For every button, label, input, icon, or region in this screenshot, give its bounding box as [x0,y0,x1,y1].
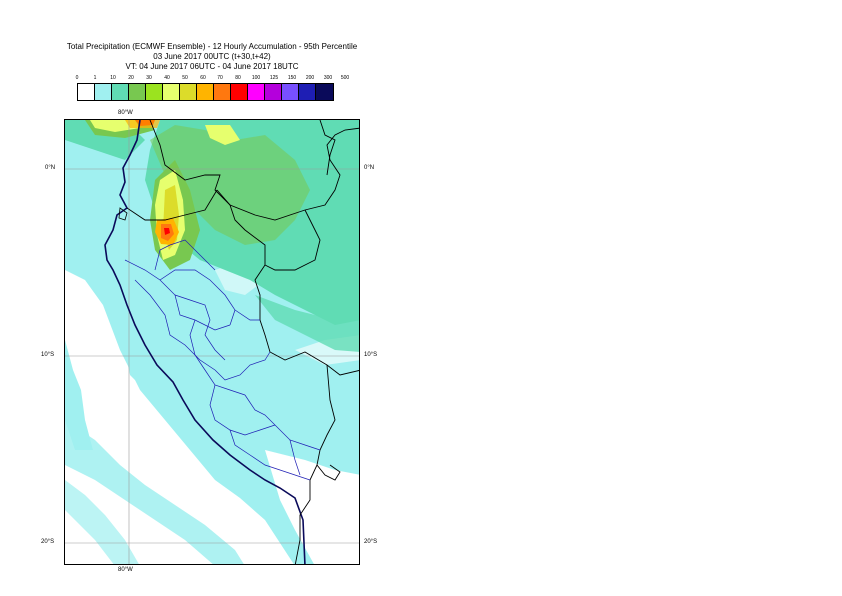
legend-label: 150 [287,75,297,81]
province-line [154,239,216,271]
gulf-island [118,207,128,221]
province-line [289,439,301,476]
coastline [104,120,306,564]
legend-color-box [95,84,112,100]
legend-color-box [248,84,265,100]
legend-label: 1 [93,75,97,81]
legend-color-box [78,84,95,100]
legend-label: 30 [146,75,152,81]
precip-20-30 [150,125,310,245]
legend-color-box [112,84,129,100]
legend-label: 125 [269,75,279,81]
title-line-1: Total Precipitation (ECMWF Ensemble) - 1… [66,42,358,51]
legend-label: 300 [323,75,333,81]
border-colombia [149,120,359,221]
legend-label: 70 [217,75,223,81]
lat-label-left-0: 0°N [45,165,56,171]
legend-color-box [265,84,282,100]
color-legend: 0 1 10 20 30 40 50 60 70 80 100 125 150 … [75,75,350,101]
legend-label: 20 [128,75,134,81]
legend-label: 60 [200,75,206,81]
legend-label: 500 [340,75,350,81]
legend-color-box [282,84,299,100]
legend-color-box [146,84,163,100]
legend-color-box [299,84,316,100]
province-line [189,319,246,396]
legend-color-box [180,84,197,100]
legend-color-box [214,84,231,100]
province-line [244,394,321,451]
province-line [229,429,311,481]
precip-10-20 [255,295,359,352]
border-peru-brazil [216,189,359,376]
legend-label: 80 [235,75,241,81]
province-line [124,259,231,331]
map-canvas [65,120,359,564]
streak-band [65,420,244,564]
title-line-3: VT: 04 June 2017 06UTC - 04 June 2017 18… [125,62,299,71]
map-title: Total Precipitation (ECMWF Ensemble) - 1… [0,42,424,72]
border-peru-bolivia [316,364,341,481]
lat-label-left-20: 20°S [41,539,55,545]
legend-color-box [163,84,180,100]
streak-band [65,340,93,450]
province-line [234,309,260,321]
lat-label-left-10: 10°S [41,352,55,358]
legend-label: 200 [305,75,315,81]
legend-label: 10 [110,75,116,81]
border-venezuela [319,120,336,176]
precipitation-map [64,119,360,565]
lon-label-top: 80°W [118,110,133,116]
precip-40-50 [205,125,240,145]
lat-label-right-10: 10°S [364,352,378,358]
lat-label-right-0: 0°N [364,165,375,171]
legend-label: 40 [164,75,170,81]
legend-label: 0 [75,75,79,81]
legend-color-box [231,84,248,100]
legend-label: 50 [182,75,188,81]
legend-color-boxes [77,83,334,101]
province-line [174,294,226,361]
border-chile [294,464,318,564]
legend-color-box [316,84,333,100]
border-amazonas [264,209,321,271]
title-line-2: 03 June 2017 00UTC (t+30,t+42) [153,52,271,61]
legend-color-box [197,84,214,100]
precip-60-70 [125,120,160,128]
border-ecuador-peru [126,189,218,221]
precip-80-100 [164,228,170,235]
legend-label: 100 [251,75,261,81]
streak-band [125,350,185,420]
province-borders [124,239,321,481]
lat-label-right-20: 20°S [364,539,378,545]
legend-color-box [129,84,146,100]
province-line [214,351,271,381]
legend-labels: 0 1 10 20 30 40 50 60 70 80 100 125 150 … [75,75,350,83]
lon-label-bottom: 80°W [118,567,133,573]
province-line [134,279,216,371]
